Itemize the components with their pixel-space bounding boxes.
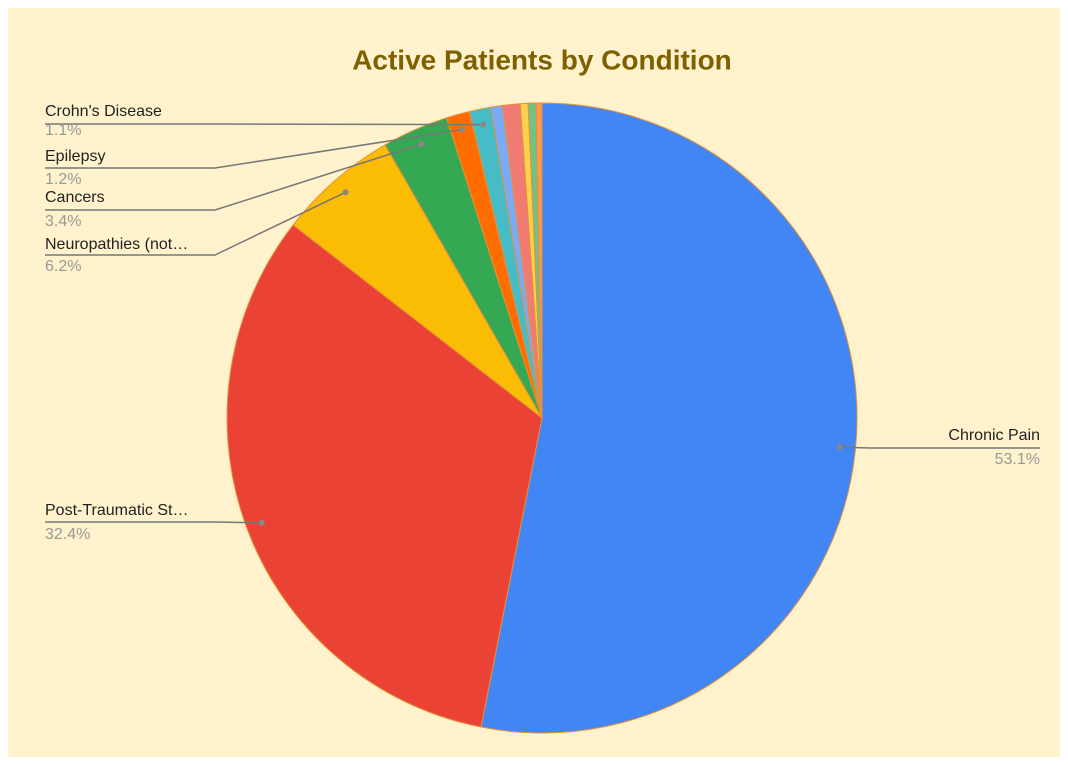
leader-line: [45, 521, 262, 524]
slice-value-label: 3.4%: [45, 213, 81, 230]
leader-line: [45, 191, 346, 256]
slice-value-label: 53.1%: [995, 451, 1040, 468]
slice-label: Cancers: [45, 189, 105, 206]
leader-dot: [342, 189, 349, 196]
slice-label: Neuropathies (not…: [45, 236, 188, 253]
leader-dot: [459, 126, 466, 133]
pie-slice: [226, 224, 543, 728]
leader-dot: [836, 444, 843, 451]
leader-line: [45, 143, 422, 211]
leader-line: [839, 446, 1040, 449]
slice-label: Epilepsy: [45, 148, 105, 165]
slice-label: Crohn's Disease: [45, 103, 162, 120]
leader-dot: [480, 121, 487, 128]
chart-title: Active Patients by Condition: [352, 44, 732, 75]
pie-slice: [480, 102, 858, 734]
slice-value-label: 1.2%: [45, 171, 81, 188]
leader-dot: [258, 519, 265, 526]
pie-slice: [292, 144, 543, 419]
slice-value-label: 1.1%: [45, 122, 81, 139]
slice-value-label: 6.2%: [45, 258, 81, 275]
leader-line: [45, 123, 484, 126]
leader-line: [45, 128, 463, 169]
pie-slice: [535, 102, 543, 419]
leader-dot: [418, 141, 425, 148]
slice-value-label: 32.4%: [45, 526, 90, 543]
slice-label: Chronic Pain: [948, 427, 1040, 444]
slice-label: Post-Traumatic St…: [45, 502, 188, 519]
